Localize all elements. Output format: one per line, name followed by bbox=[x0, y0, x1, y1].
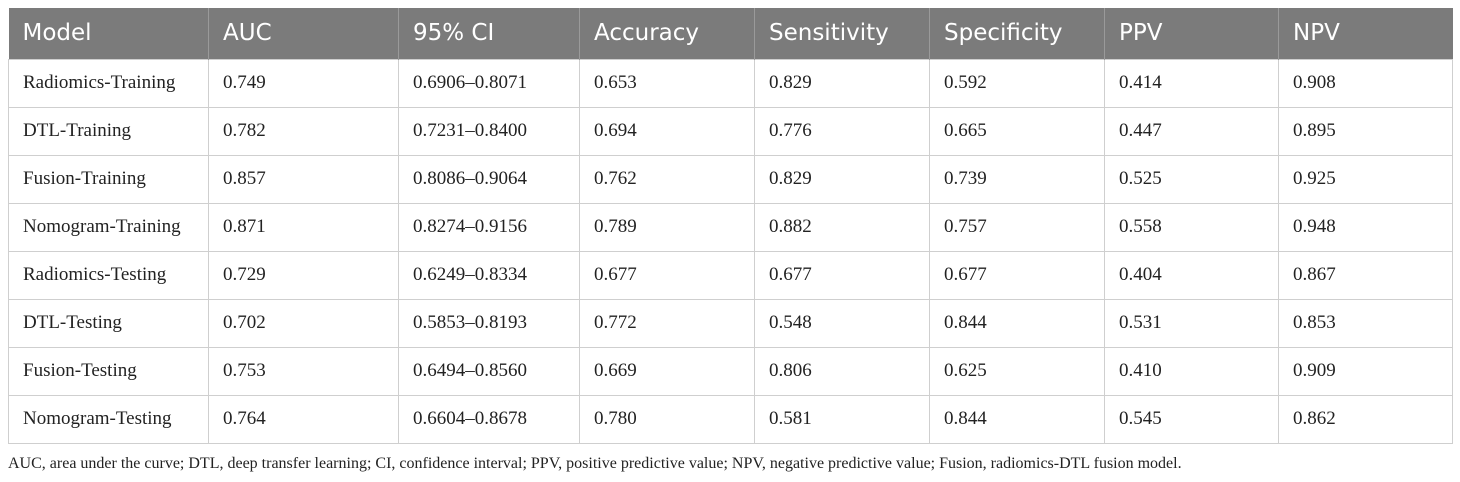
value-cell: 0.8086–0.9064 bbox=[398, 154, 580, 204]
value-cell: 0.5853–0.8193 bbox=[398, 298, 580, 348]
value-cell: 0.757 bbox=[929, 202, 1105, 252]
table-row: Nomogram-Training 0.871 0.8274–0.9156 0.789… bbox=[8, 202, 1453, 252]
table-row: Radiomics-Testing 0.729 0.6249–0.8334 0.677… bbox=[8, 250, 1453, 300]
value-cell: 0.592 bbox=[929, 58, 1105, 108]
value-cell: 0.6494–0.8560 bbox=[398, 346, 580, 396]
value-cell: 0.829 bbox=[754, 58, 930, 108]
value-cell: 0.729 bbox=[208, 250, 399, 300]
value-cell: 0.776 bbox=[754, 106, 930, 156]
value-cell: 0.867 bbox=[1278, 250, 1453, 300]
model-cell: Radiomics-Testing bbox=[8, 250, 209, 300]
value-cell: 0.410 bbox=[1104, 346, 1279, 396]
value-cell: 0.531 bbox=[1104, 298, 1279, 348]
value-cell: 0.7231–0.8400 bbox=[398, 106, 580, 156]
value-cell: 0.844 bbox=[929, 394, 1105, 444]
results-table: Model AUC 95% CI Accuracy Sensitivity Specifi… bbox=[8, 8, 1453, 444]
table-body: Radiomics-Training 0.749 0.6906–0.8071 0.65… bbox=[8, 58, 1453, 444]
value-cell: 0.447 bbox=[1104, 106, 1279, 156]
value-cell: 0.789 bbox=[579, 202, 755, 252]
value-cell: 0.782 bbox=[208, 106, 399, 156]
model-cell: DTL-Training bbox=[8, 106, 209, 156]
header-cell: NPV bbox=[1278, 8, 1453, 59]
model-cell: DTL-Testing bbox=[8, 298, 209, 348]
model-cell: Nomogram-Training bbox=[8, 202, 209, 252]
model-cell: Nomogram-Testing bbox=[8, 394, 209, 444]
header-row: Model AUC 95% CI Accuracy Sensitivity Specifi… bbox=[8, 8, 1453, 59]
footnote: AUC, area under the curve; DTL, deep tra… bbox=[8, 455, 1182, 472]
table-row: Radiomics-Training 0.749 0.6906–0.8071 0.65… bbox=[8, 58, 1453, 108]
value-cell: 0.764 bbox=[208, 394, 399, 444]
header-cell: Sensitivity bbox=[754, 8, 930, 59]
header-cell: PPV bbox=[1104, 8, 1279, 59]
value-cell: 0.862 bbox=[1278, 394, 1453, 444]
value-cell: 0.677 bbox=[579, 250, 755, 300]
value-cell: 0.780 bbox=[579, 394, 755, 444]
header-cell: Specificity bbox=[929, 8, 1105, 59]
value-cell: 0.677 bbox=[929, 250, 1105, 300]
value-cell: 0.739 bbox=[929, 154, 1105, 204]
value-cell: 0.677 bbox=[754, 250, 930, 300]
table-row: DTL-Testing 0.702 0.5853–0.8193 0.772 0.548 0… bbox=[8, 298, 1453, 348]
value-cell: 0.909 bbox=[1278, 346, 1453, 396]
value-cell: 0.653 bbox=[579, 58, 755, 108]
value-cell: 0.895 bbox=[1278, 106, 1453, 156]
value-cell: 0.404 bbox=[1104, 250, 1279, 300]
value-cell: 0.844 bbox=[929, 298, 1105, 348]
value-cell: 0.8274–0.9156 bbox=[398, 202, 580, 252]
value-cell: 0.669 bbox=[579, 346, 755, 396]
model-cell: Fusion-Testing bbox=[8, 346, 209, 396]
value-cell: 0.948 bbox=[1278, 202, 1453, 252]
value-cell: 0.882 bbox=[754, 202, 930, 252]
value-cell: 0.762 bbox=[579, 154, 755, 204]
value-cell: 0.414 bbox=[1104, 58, 1279, 108]
value-cell: 0.548 bbox=[754, 298, 930, 348]
table-row: Fusion-Training 0.857 0.8086–0.9064 0.762 0.… bbox=[8, 154, 1453, 204]
value-cell: 0.6249–0.8334 bbox=[398, 250, 580, 300]
value-cell: 0.871 bbox=[208, 202, 399, 252]
value-cell: 0.908 bbox=[1278, 58, 1453, 108]
value-cell: 0.702 bbox=[208, 298, 399, 348]
table-row: DTL-Training 0.782 0.7231–0.8400 0.694 0.776… bbox=[8, 106, 1453, 156]
table-row: Nomogram-Testing 0.764 0.6604–0.8678 0.780 0… bbox=[8, 394, 1453, 444]
value-cell: 0.829 bbox=[754, 154, 930, 204]
value-cell: 0.665 bbox=[929, 106, 1105, 156]
value-cell: 0.925 bbox=[1278, 154, 1453, 204]
value-cell: 0.749 bbox=[208, 58, 399, 108]
model-cell: Fusion-Training bbox=[8, 154, 209, 204]
value-cell: 0.581 bbox=[754, 394, 930, 444]
header-cell: Accuracy bbox=[579, 8, 755, 59]
header-cell: AUC bbox=[208, 8, 399, 59]
model-cell: Radiomics-Training bbox=[8, 58, 209, 108]
header-cell: 95% CI bbox=[398, 8, 580, 59]
value-cell: 0.525 bbox=[1104, 154, 1279, 204]
value-cell: 0.772 bbox=[579, 298, 755, 348]
value-cell: 0.753 bbox=[208, 346, 399, 396]
header-cell: Model bbox=[8, 8, 209, 59]
value-cell: 0.545 bbox=[1104, 394, 1279, 444]
value-cell: 0.857 bbox=[208, 154, 399, 204]
value-cell: 0.625 bbox=[929, 346, 1105, 396]
value-cell: 0.6604–0.8678 bbox=[398, 394, 580, 444]
value-cell: 0.6906–0.8071 bbox=[398, 58, 580, 108]
value-cell: 0.853 bbox=[1278, 298, 1453, 348]
value-cell: 0.558 bbox=[1104, 202, 1279, 252]
table-row: Fusion-Testing 0.753 0.6494–0.8560 0.669 0.8… bbox=[8, 346, 1453, 396]
value-cell: 0.694 bbox=[579, 106, 755, 156]
value-cell: 0.806 bbox=[754, 346, 930, 396]
